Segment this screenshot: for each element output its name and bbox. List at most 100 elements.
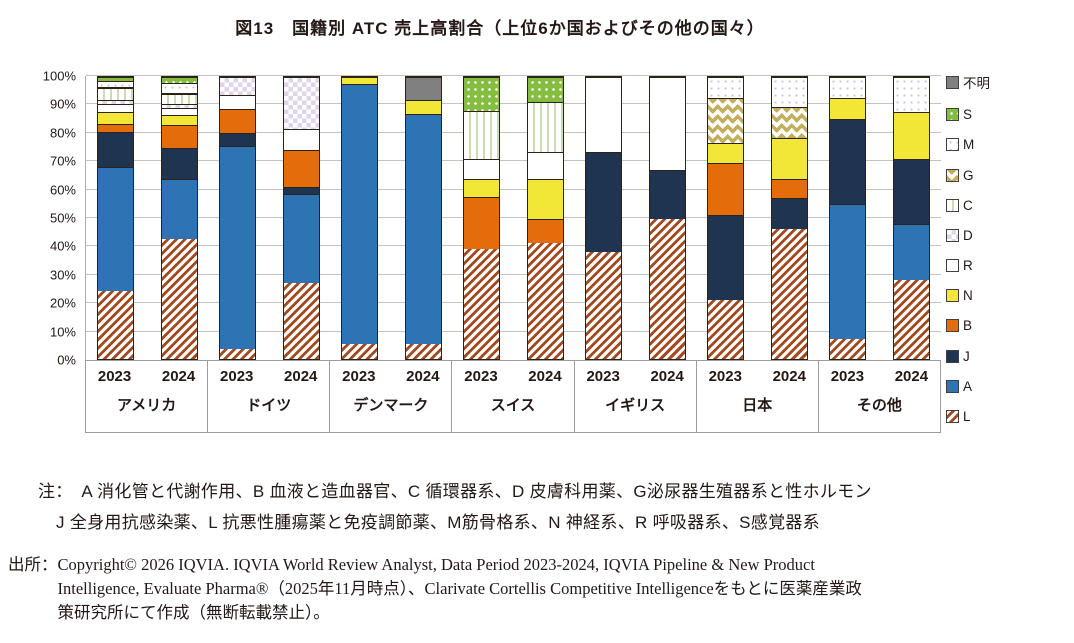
axis-years: 2023 2024 xyxy=(452,360,573,385)
bar-segment-N xyxy=(405,99,441,114)
bars-row xyxy=(86,76,941,360)
bar-segment-L xyxy=(830,339,866,359)
source-lines: Copyright© 2026 IQVIA. IQVIA World Revie… xyxy=(58,553,862,625)
axis-year-label: 2023 xyxy=(586,368,620,385)
bar-segment-S xyxy=(463,77,499,111)
bar-segment-L xyxy=(97,291,133,359)
bar-segment-B xyxy=(219,109,255,134)
axis-country-label: 日本 xyxy=(742,397,773,414)
y-tick-label: 10% xyxy=(49,324,76,340)
bar-segment-C xyxy=(527,102,563,152)
stacked-bar xyxy=(829,76,867,360)
legend-item-A: A xyxy=(946,379,990,394)
axis-group-cell: 2023 2024 デンマーク xyxy=(330,360,453,432)
legend-swatch xyxy=(946,289,959,303)
legend-label: D xyxy=(963,227,973,243)
bar-segment-L xyxy=(650,219,686,359)
legend-label: G xyxy=(963,167,974,183)
bar-segment-N xyxy=(894,112,930,159)
bar-segment-M xyxy=(830,77,866,99)
axis-year-label: 2024 xyxy=(650,368,684,385)
bar-segment-J xyxy=(894,158,930,224)
legend-label: J xyxy=(963,348,970,364)
bar-segment-L xyxy=(708,299,744,359)
bar-segment-G xyxy=(161,92,197,94)
stacked-bar xyxy=(771,76,809,360)
gridline xyxy=(86,273,941,275)
legend-swatch xyxy=(946,379,959,393)
axis-years: 2023 2024 xyxy=(86,360,207,385)
bar-segment-B xyxy=(283,150,319,187)
axis-group-cell: 2023 2024 その他 xyxy=(819,360,941,432)
stacked-bar xyxy=(649,76,687,360)
stacked-bar xyxy=(218,76,256,360)
legend-label: M xyxy=(963,137,975,153)
legend-swatch xyxy=(946,409,959,423)
y-tick-label: 90% xyxy=(49,96,76,112)
bar-group xyxy=(819,76,941,360)
axis-country-label: イギリス xyxy=(605,397,666,414)
legend-item-D: D xyxy=(946,228,990,243)
axis-group-cell: 2023 2024 ドイツ xyxy=(208,360,331,432)
bar-segment-R xyxy=(283,129,319,151)
gridline xyxy=(86,245,941,247)
axis-group-cell: 2023 2024 日本 xyxy=(697,360,819,432)
y-tick-label: 20% xyxy=(49,295,76,311)
legend-item-B: B xyxy=(946,318,990,333)
bar-segment-M xyxy=(894,77,930,113)
bar-segment-L xyxy=(405,343,441,359)
legend-label: N xyxy=(963,288,973,304)
bar-segment-B xyxy=(97,123,133,132)
axis-country-label: その他 xyxy=(856,397,902,414)
stacked-bar xyxy=(340,76,378,360)
bar-group xyxy=(86,76,208,360)
legend-swatch xyxy=(946,259,959,273)
bar-segment-A xyxy=(283,194,319,283)
legend-item-M: M xyxy=(946,137,990,152)
gridline xyxy=(86,75,941,76)
bar-segment-L xyxy=(219,349,255,359)
bar-segment-L xyxy=(586,251,622,359)
legend-item-L: L xyxy=(946,409,990,424)
bar-group xyxy=(330,76,452,360)
stacked-bar xyxy=(585,76,623,360)
stacked-bar xyxy=(404,76,442,360)
axis-years: 2023 2024 xyxy=(330,360,451,385)
bar-segment-C xyxy=(463,110,499,159)
gridline xyxy=(86,330,941,332)
bar-segment-N xyxy=(830,98,866,120)
bar-group xyxy=(697,76,819,360)
legend-swatch xyxy=(946,108,959,122)
bar-segment-D xyxy=(97,99,133,104)
axis-year-label: 2023 xyxy=(342,368,376,385)
bar-segment-S xyxy=(97,77,133,82)
chart-title: 図13 国籍別 ATC 売上高割合（上位6か国およびその他の国々） xyxy=(235,19,765,38)
stacked-bar xyxy=(462,76,500,360)
bar-segment-R xyxy=(527,151,563,179)
axis-country-label: ドイツ xyxy=(246,397,292,414)
axis-year-label: 2024 xyxy=(284,368,318,385)
legend-swatch xyxy=(946,319,959,333)
bar-segment-R xyxy=(97,103,133,113)
legend-item-N: N xyxy=(946,288,990,303)
gridline xyxy=(86,103,941,105)
axis-year-label: 2023 xyxy=(830,368,865,385)
bar-segment-J xyxy=(283,187,319,195)
bar-segment-J xyxy=(161,147,197,179)
legend-swatch xyxy=(946,228,959,242)
source-prefix: 出所： xyxy=(8,555,58,574)
bar-segment-J xyxy=(219,133,255,147)
x-axis: 2023 2024 アメリカ 2023 2024 ドイツ 2023 2024 デンマーク 2023… xyxy=(85,360,941,433)
axis-year-label: 2024 xyxy=(406,368,440,385)
bar-segment-N xyxy=(708,143,744,164)
bar-segment-G xyxy=(97,86,133,89)
bar-segment-D xyxy=(219,77,255,96)
bar-segment-A xyxy=(405,113,441,344)
legend-label: B xyxy=(963,318,973,334)
bar-segment-L xyxy=(283,282,319,359)
bar-segment-B xyxy=(772,178,808,199)
bar-segment-G xyxy=(708,98,744,144)
source-text: 出所： Copyright© 2026 IQVIA. IQVIA World R… xyxy=(8,553,1068,625)
axis-country-label: デンマーク xyxy=(353,397,429,414)
y-tick-label: 50% xyxy=(49,210,76,226)
